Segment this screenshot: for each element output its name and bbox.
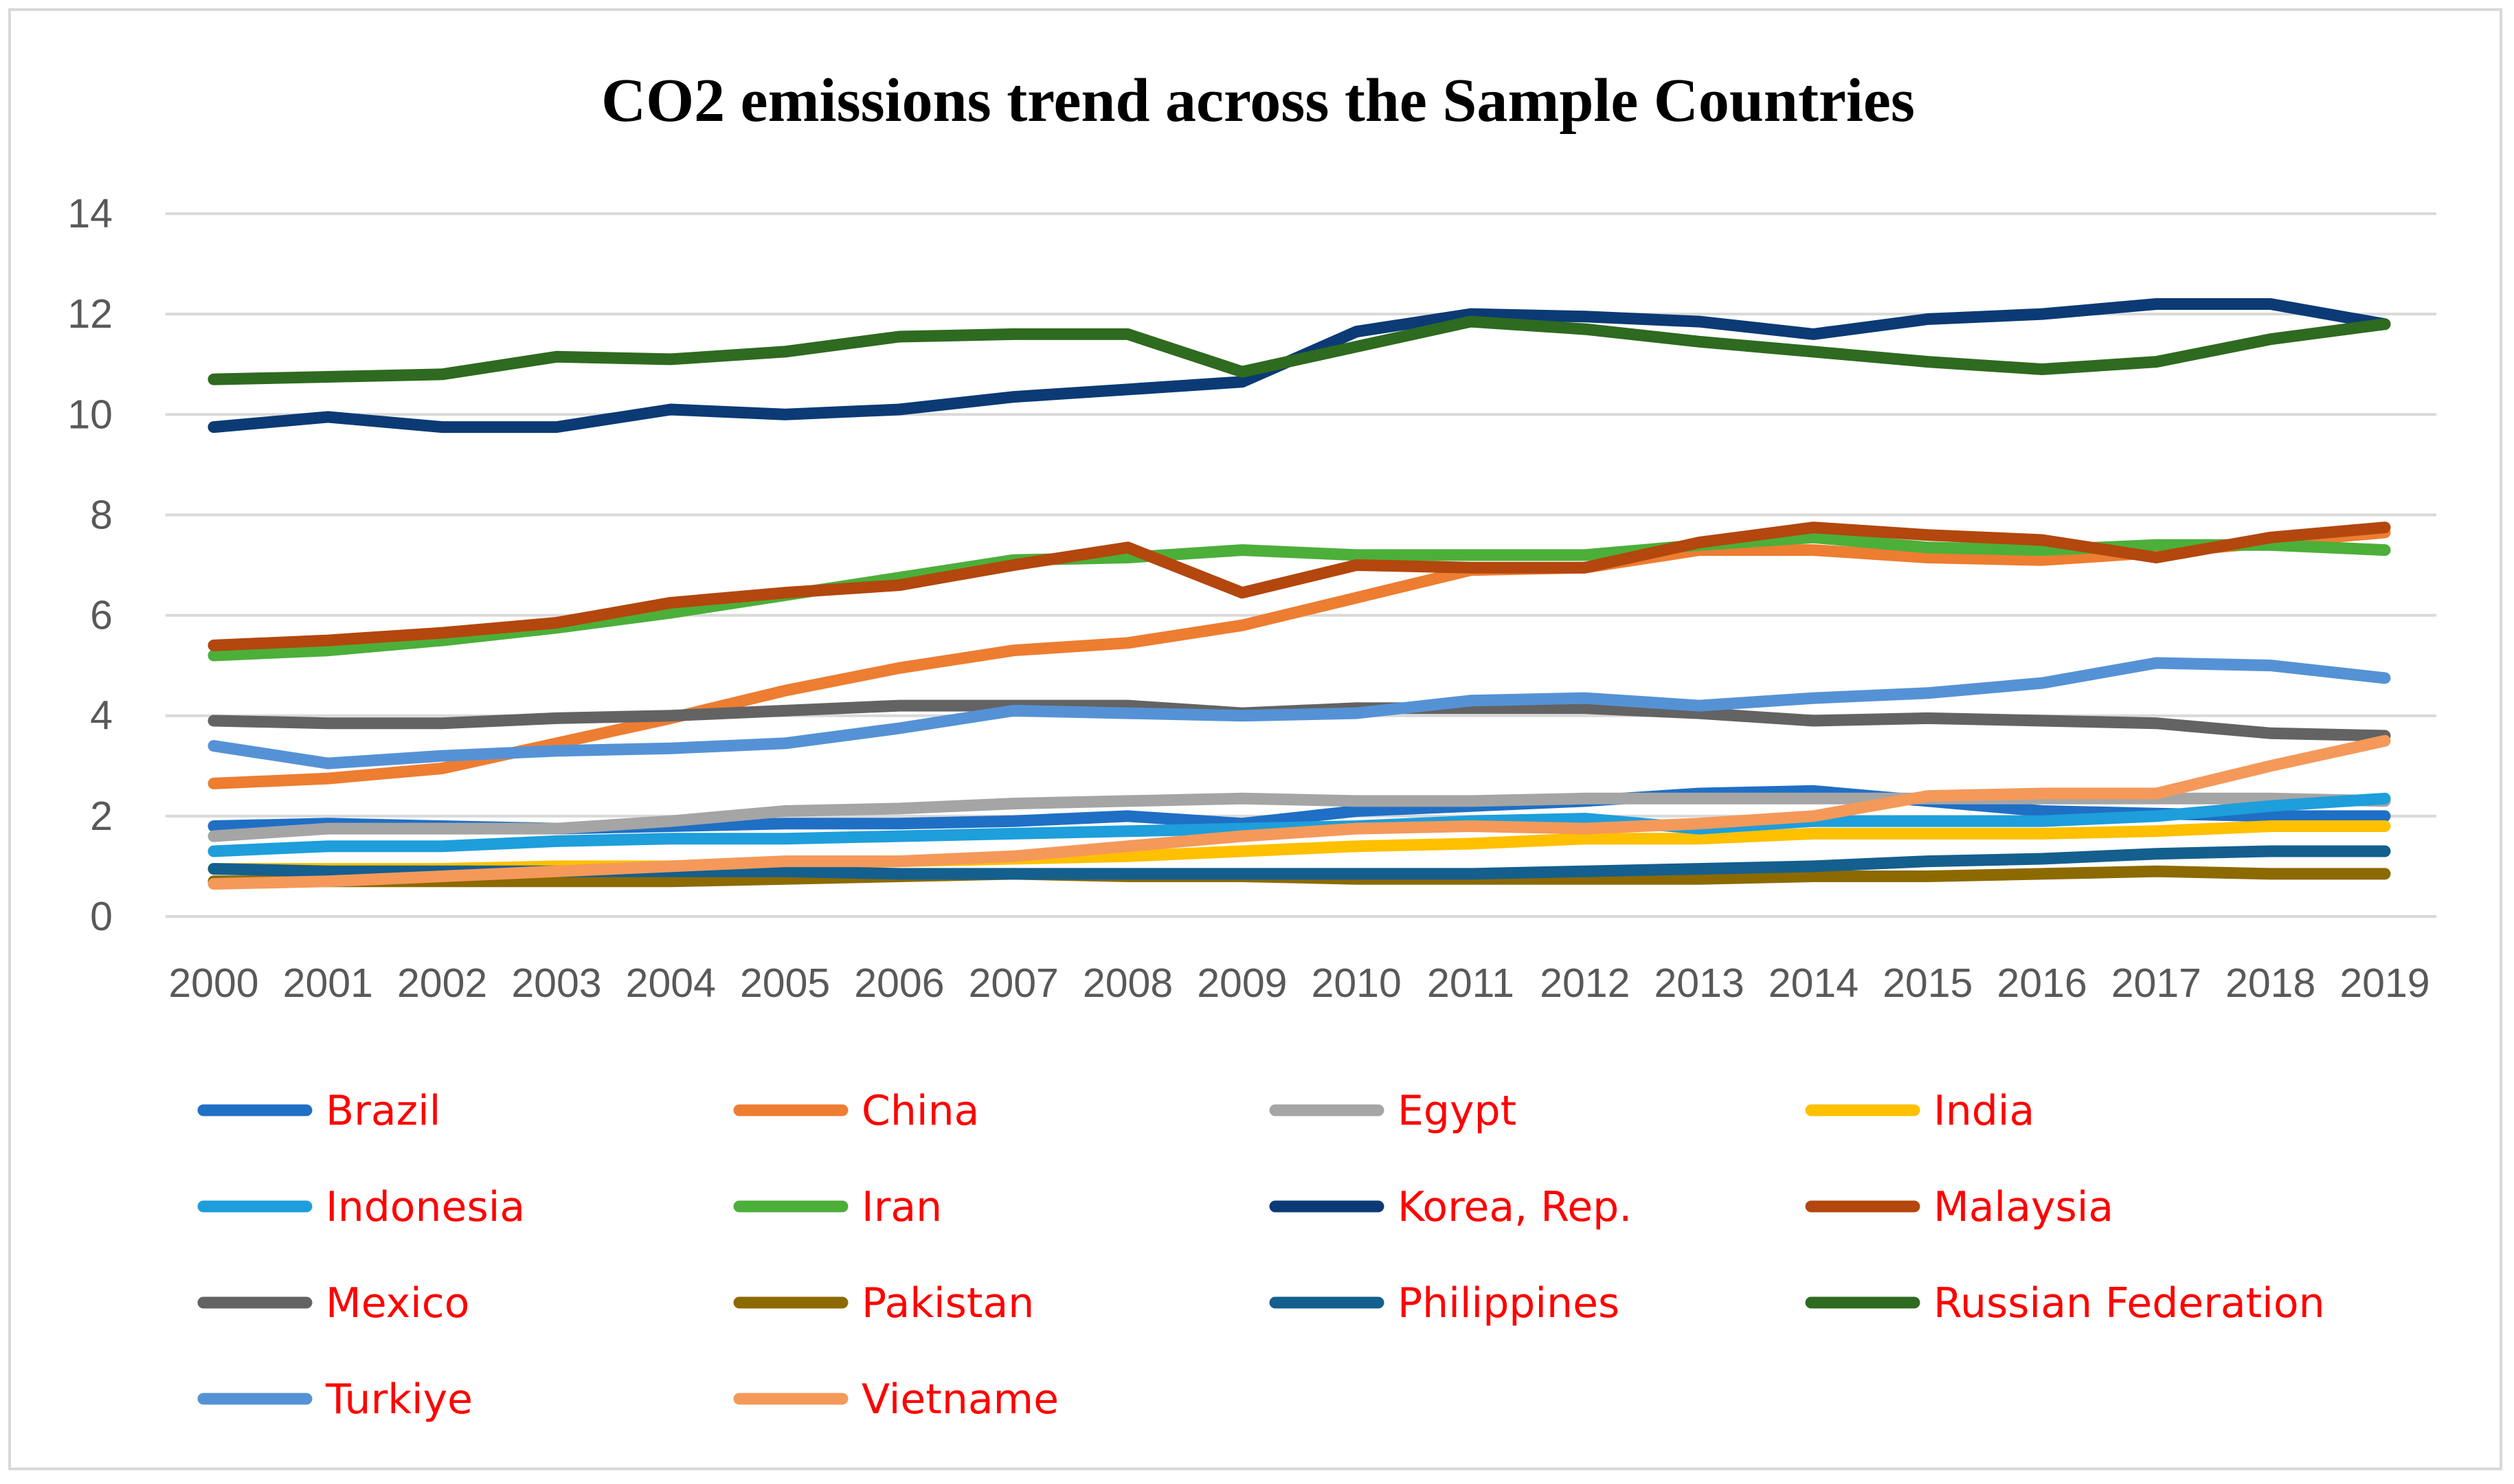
legend-item-vietname: Vietname — [733, 1375, 1059, 1424]
y-tick-label: 10 — [67, 392, 113, 437]
legend-item-china: China — [733, 1087, 979, 1135]
legend-item-malaysia: Malaysia — [1805, 1183, 2113, 1231]
chart-title: CO2 emissions trend across the Sample Co… — [601, 67, 1915, 135]
legend-item-india: India — [1805, 1087, 2034, 1135]
y-tick-label: 8 — [90, 492, 113, 537]
x-tick-label: 2004 — [626, 960, 716, 1006]
legend-item-turkiye: Turkiye — [197, 1375, 473, 1424]
series-line-china — [207, 526, 2391, 789]
x-tick-label: 2013 — [1654, 960, 1744, 1006]
legend-label: Russian Federation — [1933, 1279, 2325, 1327]
legend: Brazil China Egypt India Indonesia Iran Korea,… — [197, 1087, 2325, 1424]
x-tick-label: 2019 — [2339, 960, 2429, 1006]
series-line-vietname — [207, 734, 2391, 890]
legend-label: Turkiye — [325, 1375, 473, 1424]
legend-item-mexico: Mexico — [197, 1279, 470, 1327]
x-tick-label: 2014 — [1769, 960, 1859, 1006]
x-tick-label: 2015 — [1883, 960, 1973, 1006]
legend-item-philippines: Philippines — [1269, 1279, 1619, 1327]
legend-label: Iran — [862, 1183, 942, 1231]
x-tick-label: 2011 — [1427, 960, 1514, 1006]
series-line-malaysia — [207, 521, 2391, 651]
x-tick-label: 2005 — [740, 960, 830, 1006]
legend-item-iran: Iran — [733, 1183, 942, 1231]
legend-item-egypt: Egypt — [1269, 1087, 1516, 1135]
legend-label: Pakistan — [862, 1279, 1034, 1327]
x-tick-label: 2000 — [168, 960, 258, 1006]
x-tick-label: 2012 — [1540, 960, 1630, 1006]
y-tick-label: 0 — [90, 894, 113, 939]
y-tick-label: 2 — [90, 794, 113, 839]
legend-item-russian-federation: Russian Federation — [1805, 1279, 2325, 1327]
legend-label: Indonesia — [326, 1183, 525, 1231]
legend-label: China — [862, 1087, 979, 1135]
x-tick-label: 2008 — [1083, 960, 1173, 1006]
x-tick-label: 2007 — [969, 960, 1059, 1006]
y-axis-ticks: 0 2 4 6 8 10 12 14 — [67, 191, 113, 939]
x-tick-label: 2017 — [2111, 960, 2201, 1006]
legend-label: Korea, Rep. — [1398, 1183, 1632, 1231]
legend-label: Vietname — [862, 1375, 1059, 1424]
line-chart: CO2 emissions trend across the Sample Co… — [67, 67, 2436, 1424]
x-tick-label: 2018 — [2225, 960, 2315, 1006]
x-tick-label: 2010 — [1312, 960, 1402, 1006]
legend-item-brazil: Brazil — [197, 1087, 440, 1135]
legend-item-indonesia: Indonesia — [197, 1183, 525, 1231]
x-tick-label: 2001 — [283, 960, 373, 1006]
legend-label: Mexico — [326, 1279, 470, 1327]
series-line-russian-federation — [207, 315, 2391, 385]
legend-label: Brazil — [326, 1087, 440, 1135]
series-lines — [207, 298, 2391, 890]
chart-frame: CO2 emissions trend across the Sample Co… — [8, 8, 2502, 1470]
x-tick-label: 2006 — [854, 960, 944, 1006]
y-tick-label: 4 — [90, 693, 113, 739]
legend-label: Malaysia — [1933, 1183, 2113, 1231]
y-tick-label: 12 — [67, 291, 113, 337]
x-tick-label: 2016 — [1997, 960, 2087, 1006]
x-tick-label: 2009 — [1197, 960, 1287, 1006]
y-tick-label: 14 — [67, 191, 113, 236]
legend-label: Egypt — [1398, 1087, 1516, 1135]
legend-item-pakistan: Pakistan — [733, 1279, 1034, 1327]
y-tick-label: 6 — [90, 593, 113, 638]
x-tick-label: 2002 — [397, 960, 487, 1006]
legend-label: India — [1933, 1087, 2034, 1135]
x-axis-ticks: 2000 2001 2002 2003 2004 2005 2006 2007 2008 2009… — [168, 960, 2429, 1006]
series-line-turkiye — [207, 657, 2391, 769]
legend-item-korea-rep: Korea, Rep. — [1269, 1183, 1632, 1231]
x-tick-label: 2003 — [511, 960, 601, 1006]
legend-label: Philippines — [1398, 1279, 1619, 1327]
